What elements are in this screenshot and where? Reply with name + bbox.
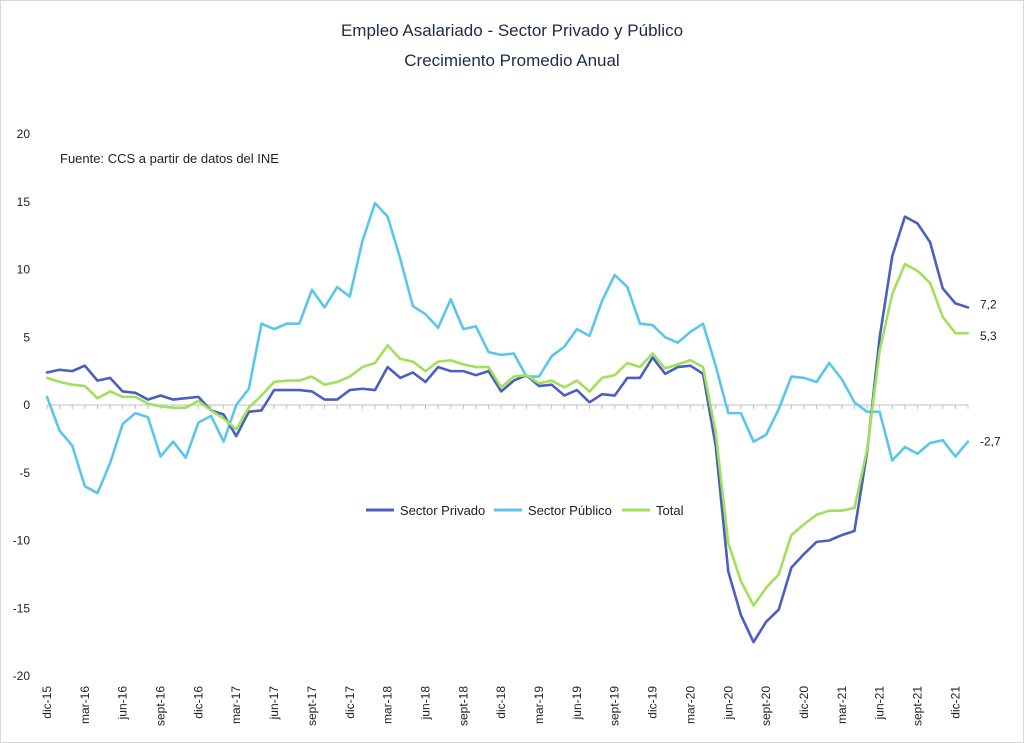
axes: 20 15 10 5 0 -5 -10 -15 -20 dic-15 mar-16 jun-16 sep…	[13, 127, 969, 726]
x-tick-label: dic-16	[191, 686, 205, 719]
y-tick-label: 5	[23, 330, 30, 344]
x-tick-label: jun-21	[873, 686, 887, 721]
x-tick-label: jun-16	[116, 686, 130, 721]
y-tick-label: 15	[17, 195, 31, 209]
x-tick-label: dic-19	[646, 686, 660, 719]
x-tick-label: sept-21	[911, 686, 925, 726]
end-value-label: -2,7	[980, 435, 1001, 449]
x-tick-label: jun-19	[570, 686, 584, 721]
y-tick-label: -5	[19, 466, 30, 480]
x-tick-label: dic-15	[40, 686, 54, 719]
series-line-total	[45, 262, 970, 607]
x-tick-label: sept-19	[608, 686, 622, 726]
legend-label: Sector Privado	[400, 503, 485, 518]
x-tick-label: jun-17	[267, 686, 281, 721]
x-tick-label: dic-21	[948, 686, 962, 719]
y-tick-label: -10	[13, 534, 31, 548]
x-tick-label: mar-21	[835, 686, 849, 724]
y-tick-label: -15	[13, 601, 31, 615]
legend-label: Total	[656, 503, 684, 518]
x-tick-label: sept-18	[456, 686, 470, 726]
x-tick-label: sept-20	[759, 686, 773, 726]
x-tick-label: mar-17	[229, 686, 243, 724]
x-tick-label: mar-20	[683, 686, 697, 724]
legend: Sector Privado Sector Público Total	[366, 503, 684, 518]
x-tick-label: mar-16	[78, 686, 92, 724]
end-value-label: 5,3	[980, 329, 997, 343]
series-line-sector-publico	[45, 201, 970, 495]
y-tick-label: 0	[23, 398, 30, 412]
y-tick-label: 20	[17, 127, 31, 141]
y-tick-label: 10	[17, 263, 31, 277]
chart-title: Empleo Asalariado - Sector Privado y Púb…	[341, 21, 683, 40]
x-tick-label: dic-20	[797, 686, 811, 719]
legend-label: Sector Público	[528, 503, 612, 518]
y-tick-label: -20	[13, 669, 31, 683]
end-labels: 7,2 -2,7 5,3	[980, 297, 1001, 448]
end-value-label: 7,2	[980, 297, 997, 311]
x-tick-label: dic-17	[343, 686, 357, 719]
x-tick-label: jun-18	[418, 686, 432, 721]
x-tick-label: sept-17	[305, 686, 319, 726]
x-tick-label: sept-16	[154, 686, 168, 726]
x-tick-label: mar-18	[381, 686, 395, 724]
series-line-sector-privado	[45, 215, 970, 644]
chart-subtitle: Crecimiento Promedio Anual	[404, 51, 619, 70]
x-tick-label: dic-18	[494, 686, 508, 719]
chart-source: Fuente: CCS a partir de datos del INE	[60, 151, 279, 166]
x-tick-label: jun-20	[721, 686, 735, 721]
x-tick-label: mar-19	[532, 686, 546, 724]
series-lines	[45, 201, 970, 644]
